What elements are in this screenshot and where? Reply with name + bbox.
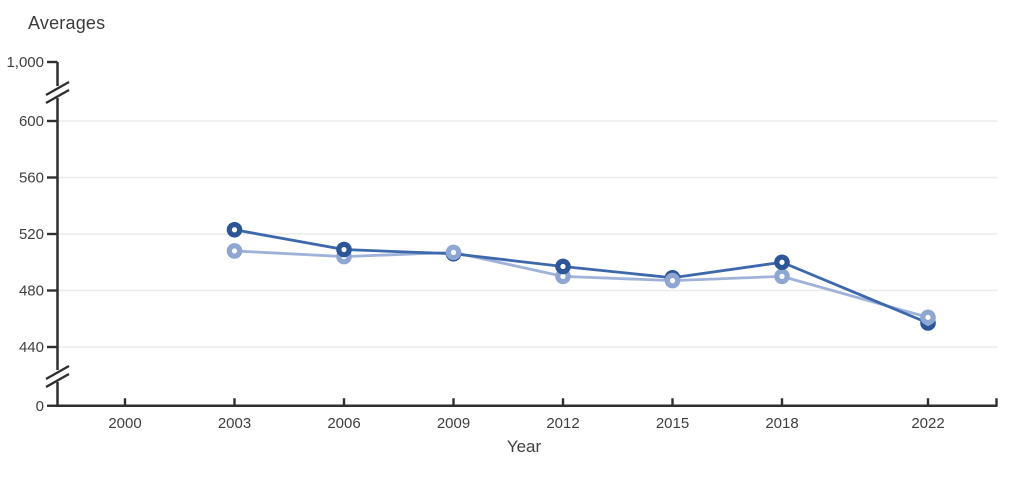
x-tick-label: 2000 xyxy=(108,415,141,432)
x-tick-label: 2009 xyxy=(437,415,470,432)
y-tick-label: 520 xyxy=(19,226,44,243)
x-tick-label: 2018 xyxy=(765,415,798,432)
axis-break-mark xyxy=(45,372,70,389)
series-dark-marker xyxy=(774,254,790,271)
x-tick-label: 2006 xyxy=(327,415,360,432)
series-dark-marker xyxy=(555,258,571,275)
x-axis-title: Year xyxy=(507,437,542,456)
x-tick-label: 2022 xyxy=(911,415,944,432)
y-tick-label: 480 xyxy=(19,283,44,300)
chart-title: Averages xyxy=(28,13,106,33)
y-tick-label: 600 xyxy=(19,113,44,130)
series-light-marker xyxy=(664,272,681,289)
y-tick-label: 440 xyxy=(19,339,44,356)
x-tick-label: 2015 xyxy=(656,415,689,432)
y-tick-label: 1,000 xyxy=(6,54,44,71)
series-dark-marker xyxy=(226,221,243,238)
axis-break-mark xyxy=(45,364,70,381)
axis-break-mark xyxy=(45,80,70,97)
series-dark-marker xyxy=(336,241,352,258)
series-light-marker xyxy=(445,244,462,261)
y-tick-label: 0 xyxy=(36,398,44,415)
series-light-marker xyxy=(774,268,790,285)
series-light-marker xyxy=(920,309,936,326)
y-tick-label: 560 xyxy=(19,170,44,187)
axis-break-mark xyxy=(45,88,70,105)
series-light-marker xyxy=(226,243,243,259)
x-tick-label: 2012 xyxy=(546,415,579,432)
x-tick-label: 2003 xyxy=(218,415,251,432)
